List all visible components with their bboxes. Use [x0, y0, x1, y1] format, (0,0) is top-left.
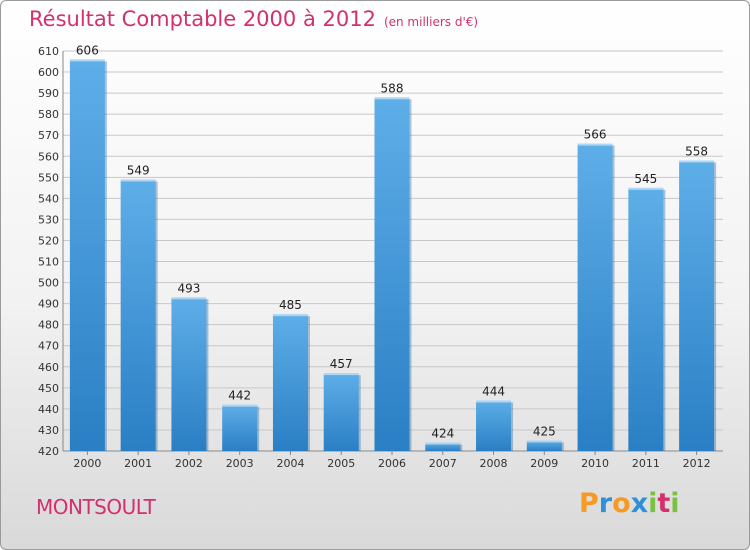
y-tick-label: 450 — [38, 382, 59, 395]
bar-highlight — [171, 297, 207, 300]
y-tick-label: 570 — [38, 129, 59, 142]
x-tick-label: 2006 — [378, 457, 406, 470]
bar-highlight — [577, 143, 613, 146]
data-label: 424 — [431, 427, 454, 441]
x-tick-label: 2004 — [276, 457, 304, 470]
y-tick-label: 540 — [38, 192, 59, 205]
bar-highlight — [679, 160, 715, 163]
chart-title-text: Résultat Comptable 2000 à 2012 — [29, 7, 376, 31]
bar — [120, 179, 156, 451]
bar — [272, 314, 308, 451]
y-tick-label: 610 — [38, 45, 59, 58]
y-tick-label: 510 — [38, 256, 59, 269]
data-label: 566 — [584, 128, 607, 142]
bar-highlight — [425, 442, 461, 445]
bar — [679, 160, 715, 451]
y-tick-label: 550 — [38, 171, 59, 184]
data-label: 485 — [279, 298, 302, 312]
y-tick-label: 480 — [38, 319, 59, 332]
bar — [69, 59, 105, 451]
y-tick-label: 490 — [38, 298, 59, 311]
y-tick-label: 560 — [38, 150, 59, 163]
x-axis-ticks: 2000 2001 2002 2003 2004 2005 2006 2007 2008 2009… — [73, 451, 711, 470]
x-tick-label: 2009 — [530, 457, 558, 470]
bar-highlight — [476, 400, 512, 403]
y-tick-label: 460 — [38, 361, 59, 374]
y-tick-label: 430 — [38, 424, 59, 437]
x-tick-label: 2001 — [124, 457, 152, 470]
y-tick-label: 420 — [38, 445, 59, 458]
bar — [476, 400, 512, 451]
data-label: 545 — [634, 172, 657, 186]
bar — [628, 187, 664, 451]
commune-name: MONTSOULT — [36, 495, 156, 519]
x-tick-label: 2002 — [175, 457, 203, 470]
bar-highlight — [374, 97, 410, 100]
y-tick-label: 530 — [38, 213, 59, 226]
data-label: 425 — [533, 424, 556, 438]
bar — [526, 440, 562, 451]
x-tick-label: 2000 — [73, 457, 101, 470]
x-tick-label: 2003 — [226, 457, 254, 470]
data-label: 444 — [482, 384, 505, 398]
bar — [323, 373, 359, 451]
data-label: 588 — [381, 81, 404, 95]
data-label: 606 — [76, 43, 99, 57]
x-tick-label: 2011 — [632, 457, 660, 470]
bar — [577, 143, 613, 451]
y-tick-label: 590 — [38, 87, 59, 100]
bar-highlight — [222, 404, 258, 407]
x-tick-label: 2010 — [581, 457, 609, 470]
x-tick-label: 2012 — [683, 457, 711, 470]
y-tick-label: 580 — [38, 108, 59, 121]
x-tick-label: 2008 — [480, 457, 508, 470]
bars — [69, 59, 717, 451]
data-label: 442 — [228, 389, 251, 403]
bar-highlight — [272, 314, 308, 317]
x-tick-label: 2005 — [327, 457, 355, 470]
proxiti-logo[interactable]: Proxiti — [579, 488, 680, 519]
bar-highlight — [120, 179, 156, 182]
bar — [222, 404, 258, 451]
data-label: 457 — [330, 357, 353, 371]
chart-title: Résultat Comptable 2000 à 2012 (en millie… — [29, 7, 478, 31]
bar-highlight — [323, 373, 359, 376]
bar-highlight — [69, 59, 105, 62]
bar — [171, 297, 207, 451]
bar — [374, 97, 410, 451]
data-label: 549 — [127, 163, 150, 177]
data-label: 558 — [685, 144, 708, 158]
y-tick-label: 600 — [38, 66, 59, 79]
y-tick-label: 500 — [38, 277, 59, 290]
bar — [425, 442, 461, 451]
data-label: 493 — [177, 281, 200, 295]
data-labels: 606 549 493 442 485 457 588 424 444 425 566 545 558 — [76, 43, 708, 440]
x-tick-label: 2007 — [429, 457, 457, 470]
bar-highlight — [628, 187, 664, 190]
bar-highlight — [526, 440, 562, 443]
y-tick-label: 470 — [38, 340, 59, 353]
chart-subtitle: (en milliers d'€) — [383, 15, 479, 29]
y-axis-ticks: 420 430 440 450 460 470 480 490 500 510 520 530 540 5… — [38, 45, 59, 458]
y-tick-label: 440 — [38, 403, 59, 416]
y-tick-label: 520 — [38, 234, 59, 247]
